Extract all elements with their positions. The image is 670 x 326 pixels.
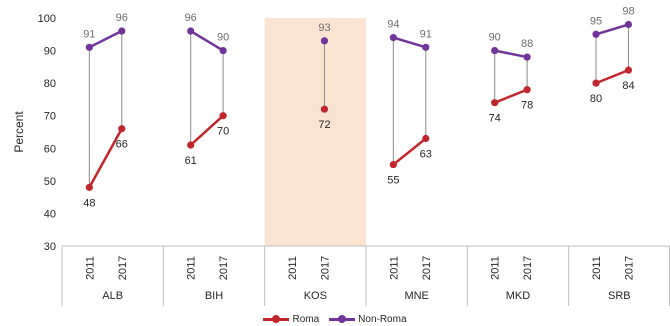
- x-year-label: 2017: [117, 256, 129, 280]
- y-tick-label: 30: [44, 241, 56, 253]
- data-label-roma: 84: [622, 80, 634, 92]
- data-label-non-roma: 91: [420, 28, 432, 40]
- point-roma-alb-2011: [85, 183, 93, 191]
- point-roma-mne-2017: [422, 134, 430, 143]
- point-non-roma-srb-2011: [592, 30, 600, 38]
- data-label-roma: 78: [521, 100, 533, 112]
- y-tick-label: 80: [44, 78, 56, 90]
- x-year-label: 2017: [421, 256, 433, 280]
- data-label-non-roma: 95: [590, 15, 602, 27]
- data-label-roma: 61: [185, 155, 197, 167]
- x-group-label: BIH: [205, 290, 223, 302]
- point-roma-mkd-2017: [523, 86, 531, 94]
- legend-swatch-roma: [263, 314, 290, 324]
- data-label-non-roma: 91: [83, 28, 95, 40]
- point-non-roma-mne-2017: [422, 43, 430, 51]
- point-roma-srb-2017: [624, 66, 633, 74]
- point-non-roma-mkd-2017: [523, 53, 531, 61]
- point-non-roma-alb-2017: [118, 27, 126, 35]
- x-year-label: 2017: [218, 256, 230, 280]
- data-label-roma: 55: [387, 175, 399, 187]
- y-axis-title: Percent: [12, 111, 26, 153]
- point-roma-alb-2017: [118, 125, 126, 133]
- y-tick-label: 100: [38, 13, 56, 25]
- series-line-roma-bih: [189, 114, 225, 147]
- legend: Roma Non-Roma: [0, 312, 670, 326]
- y-tick-label: 70: [44, 111, 56, 123]
- series-line-roma-mne: [392, 137, 428, 166]
- y-tick-label: 60: [44, 143, 56, 155]
- chart: 30 40 50 60 70 80 90 100 Percent 2011 2017 ALB 2011 2…: [12, 6, 670, 306]
- point-non-roma-kos-2017: [320, 37, 329, 45]
- y-tick-label: 40: [44, 208, 56, 220]
- point-roma-bih-2011: [187, 141, 195, 149]
- x-year-label: 2017: [522, 256, 534, 280]
- series-line-roma-alb: [88, 127, 124, 189]
- x-year-label: 2017: [319, 256, 331, 280]
- x-year-label: 2017: [623, 256, 635, 280]
- x-group-label: ALB: [102, 290, 123, 302]
- data-label-non-roma: 96: [185, 12, 197, 24]
- y-tick-label: 90: [44, 46, 56, 58]
- series-line-roma-mkd: [493, 88, 529, 104]
- point-non-roma-srb-2017: [624, 20, 633, 29]
- legend-swatch-non-roma: [329, 314, 356, 324]
- legend-item-roma: Roma: [263, 314, 319, 325]
- x-group-label: MKD: [506, 290, 531, 302]
- x-group-label: SRB: [608, 290, 631, 302]
- data-label-roma: 70: [217, 126, 229, 138]
- point-roma-mne-2011: [389, 160, 397, 169]
- data-label-non-roma: 94: [387, 19, 399, 31]
- data-label-non-roma: 96: [116, 12, 128, 24]
- series-line-non-roma-alb: [88, 29, 124, 49]
- x-year-label: 2011: [186, 256, 198, 280]
- x-group-label: MNE: [404, 290, 428, 302]
- point-roma-mkd-2011: [491, 99, 499, 107]
- data-label-roma: 63: [420, 149, 432, 161]
- series-line-roma-srb: [594, 68, 630, 85]
- highlight-band-kos: [264, 18, 366, 246]
- data-label-roma: 72: [318, 119, 330, 131]
- point-non-roma-bih-2011: [187, 27, 195, 35]
- data-label-non-roma: 88: [521, 38, 533, 50]
- data-label-roma: 66: [116, 139, 128, 151]
- point-roma-kos-2017: [320, 105, 329, 113]
- point-roma-srb-2011: [592, 79, 600, 87]
- x-year-label: 2011: [287, 256, 299, 280]
- data-label-non-roma: 90: [217, 32, 229, 44]
- x-year-label: 2011: [84, 256, 96, 280]
- legend-item-non-roma: Non-Roma: [329, 313, 407, 325]
- x-year-label: 2011: [388, 256, 400, 280]
- data-label-roma: 80: [590, 93, 602, 105]
- data-label-non-roma: 98: [622, 6, 634, 18]
- x-year-label: 2011: [490, 256, 502, 280]
- point-non-roma-mne-2011: [389, 33, 397, 42]
- x-group-label: KOS: [304, 290, 327, 302]
- point-non-roma-mkd-2011: [491, 46, 499, 55]
- data-label-non-roma: 93: [318, 22, 330, 34]
- legend-label-roma: Roma: [292, 313, 320, 325]
- series-line-non-roma-mne: [392, 36, 428, 49]
- point-non-roma-alb-2011: [85, 43, 93, 51]
- data-label-non-roma: 90: [489, 32, 501, 44]
- data-label-roma: 74: [489, 113, 501, 125]
- data-label-roma: 48: [83, 197, 95, 209]
- series-line-non-roma-srb: [594, 23, 630, 36]
- series-line-non-roma-bih: [189, 29, 225, 52]
- legend-label-non-roma: Non-Roma: [358, 313, 407, 325]
- point-roma-bih-2017: [219, 112, 227, 120]
- series-line-non-roma-mkd: [493, 49, 529, 59]
- x-year-label: 2011: [591, 256, 603, 280]
- point-non-roma-bih-2017: [219, 46, 227, 55]
- y-tick-label: 50: [44, 176, 56, 188]
